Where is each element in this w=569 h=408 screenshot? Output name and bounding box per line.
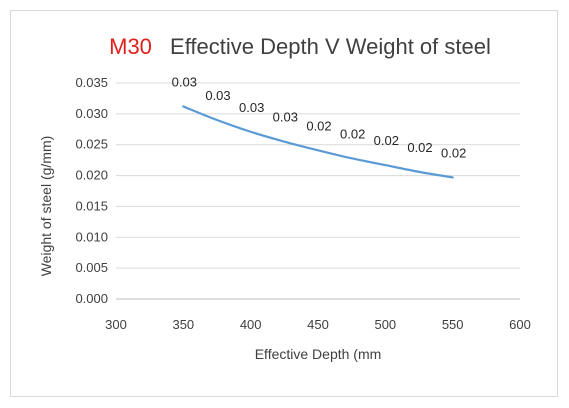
data-label: 0.02	[407, 140, 432, 155]
x-tick-label: 450	[307, 317, 329, 332]
chart-title-prefix: M30	[109, 34, 152, 59]
y-tick-label: 0.025	[75, 137, 108, 152]
x-axis-ticks: 300 350 400 450 500 550 600	[105, 317, 531, 332]
y-tick-label: 0.010	[75, 229, 108, 244]
y-tick-label: 0.030	[75, 106, 108, 121]
y-tick-label: 0.000	[75, 291, 108, 306]
data-label: 0.02	[306, 118, 331, 133]
chart-title-main: Effective Depth V Weight of steel	[170, 34, 491, 59]
y-tick-label: 0.005	[75, 260, 108, 275]
data-label: 0.02	[441, 145, 466, 160]
data-labels: 0.03 0.03 0.03 0.03 0.02 0.02 0.02 0.02 0.02	[172, 74, 467, 160]
x-tick-label: 550	[442, 317, 464, 332]
chart-title: M30 Effective Depth V Weight of steel	[109, 34, 491, 59]
data-label: 0.03	[172, 74, 197, 89]
y-axis-label: Weight of steel (g/mm)	[38, 136, 54, 277]
x-axis-label: Effective Depth (mm	[255, 346, 382, 362]
y-tick-label: 0.035	[75, 75, 108, 90]
data-label: 0.03	[273, 110, 298, 125]
x-tick-label: 500	[374, 317, 396, 332]
x-tick-label: 350	[172, 317, 194, 332]
y-tick-label: 0.020	[75, 168, 108, 183]
data-label: 0.02	[340, 126, 365, 141]
y-axis-ticks: 0.000 0.005 0.010 0.015 0.020 0.025 0.030 0.035	[75, 75, 108, 306]
y-tick-label: 0.015	[75, 198, 108, 213]
data-label: 0.02	[374, 133, 399, 148]
data-label: 0.03	[205, 88, 230, 103]
data-label: 0.03	[239, 100, 264, 115]
grid	[116, 83, 520, 299]
x-tick-label: 300	[105, 317, 127, 332]
x-tick-label: 400	[240, 317, 262, 332]
x-tick-label: 600	[509, 317, 531, 332]
